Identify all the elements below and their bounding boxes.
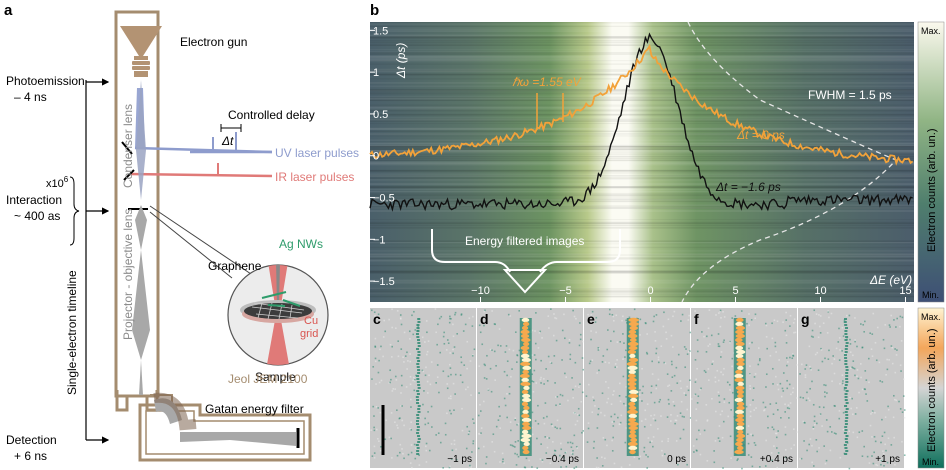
- mirror-ir: [123, 169, 135, 181]
- colorbar2-max: Max.: [921, 312, 941, 322]
- fwhm-label: FWHM = 1.5 ps: [808, 88, 892, 102]
- interaction-label: Interaction: [6, 193, 62, 207]
- panel-letter-b: b: [370, 2, 379, 19]
- ir-beam: [129, 163, 273, 178]
- grid-label: grid: [300, 328, 318, 340]
- image-panel-d: d −0.4 ps: [477, 308, 585, 470]
- y-tick-label: −0.5: [373, 193, 395, 205]
- x-tick-label: −10: [471, 285, 490, 297]
- x-tick-label: 0: [647, 285, 653, 297]
- image-letter-e: e: [587, 311, 595, 327]
- microscope-label: Jeol JEM 2100: [228, 372, 308, 386]
- ag-nws-label: Ag NWs: [279, 237, 323, 251]
- image-letter-d: d: [480, 311, 489, 327]
- colorbar-min: Min.: [922, 290, 939, 300]
- image-letter-c: c: [373, 311, 381, 327]
- image-panel-g: g +1 ps: [798, 308, 906, 470]
- repetitions-label: x106: [46, 175, 69, 190]
- projector-lens-label: Projector - objective lens: [121, 209, 135, 340]
- electron-gun-icon: [120, 26, 162, 77]
- photoemission-label: Photoemission: [6, 74, 85, 88]
- image-panel-f: f +0.4 ps: [691, 308, 799, 470]
- energy-filtered-label: Energy filtered images: [465, 234, 584, 248]
- delta-t-label: Δt: [221, 134, 234, 148]
- detection-label: Detection: [6, 433, 57, 447]
- spectrogram-background: [370, 22, 914, 302]
- y-tick-label: 0.5: [373, 109, 388, 121]
- colorbar2-title: Electron counts (arb. un.): [926, 328, 938, 452]
- y-tick-label: 1: [373, 67, 379, 79]
- photon-energy-label: ℏω =1.55 eV: [512, 75, 582, 89]
- cu-label: Cu: [304, 315, 318, 327]
- image-panel-c: c −1 ps: [370, 308, 476, 470]
- electron-gun-label: Electron gun: [180, 35, 247, 49]
- timeline: [69, 78, 110, 444]
- x-axis-label: ΔE (eV): [869, 273, 912, 287]
- dt0-label: Δt = 0 ps: [736, 128, 785, 142]
- detection-time: + 6 ns: [14, 449, 47, 463]
- electron-beam: [132, 80, 150, 395]
- energy-filter-label: Gatan energy filter: [205, 402, 304, 416]
- spectrogram-texture: [370, 22, 914, 298]
- colorbar-images: [917, 307, 945, 469]
- colorbar-title: Electron counts (arb. un.): [926, 128, 938, 252]
- y-tick-label: 1.5: [373, 25, 388, 37]
- controlled-delay-marker: [220, 124, 242, 132]
- energy-filter-icon: [153, 392, 300, 448]
- sample-inset: [149, 205, 329, 366]
- image-time-label-d: −0.4 ps: [546, 454, 579, 465]
- image-panel-e: e 0 ps: [584, 308, 692, 469]
- y-tick-label: 0: [373, 151, 379, 163]
- x-tick-label: 5: [732, 285, 738, 297]
- mirror-uv: [121, 141, 133, 155]
- curve-dt-0: [369, 43, 914, 166]
- x-tick-label: −5: [559, 285, 572, 297]
- image-time-label-f: +0.4 ps: [760, 454, 793, 465]
- curve-dt-minus-1-6: [369, 32, 913, 212]
- image-time-label-g: +1 ps: [875, 454, 900, 465]
- condenser-lens-label: Condenser lens: [121, 104, 135, 188]
- image-time-label-c: −1 ps: [447, 454, 472, 465]
- uv-pulses-label: UV laser pulses: [275, 146, 359, 160]
- panel-b: b 1.5 1 0.5 0 −0.5 −1 −1.5 −10 −5 0 5 10 15 Δt (ps)…: [369, 2, 945, 303]
- image-letter-f: f: [694, 311, 699, 327]
- y-axis: 1.5 1 0.5 0 −0.5 −1 −1.5: [370, 25, 395, 288]
- panel-a: a: [4, 2, 359, 463]
- controlled-delay-label: Controlled delay: [228, 108, 315, 122]
- timeline-label: Single-electron timeline: [65, 270, 79, 395]
- photoemission-time: – 4 ns: [14, 90, 47, 104]
- y-tick-label: −1.5: [373, 276, 395, 288]
- microscope-column: [114, 10, 312, 462]
- graphene-label: Graphene: [208, 259, 262, 273]
- y-tick-label: −1: [373, 234, 386, 246]
- sample-label: Sample: [255, 370, 296, 384]
- ir-pulses-label: IR laser pulses: [275, 170, 354, 184]
- x-tick-label: 10: [814, 285, 826, 297]
- colorbar2-min: Min.: [922, 457, 939, 467]
- interaction-time: ~ 400 as: [14, 209, 60, 223]
- x-axis: −10 −5 0 5 10 15: [471, 285, 912, 302]
- y-axis-label: Δt (ps): [394, 43, 408, 79]
- energy-filter-arrow: [431, 229, 621, 294]
- filtered-images: c −1 ps d −0.4 ps e 0 ps f +0.4 ps g +1 ps Max. M…: [370, 307, 945, 470]
- colorbar-max: Max.: [921, 26, 941, 36]
- x-tick-label: 15: [899, 285, 911, 297]
- dtm-label: Δt = −1.6 ps: [715, 180, 781, 194]
- panel-letter-a: a: [4, 2, 13, 19]
- colorbar-spectrogram: [917, 21, 945, 303]
- image-time-label-e: 0 ps: [667, 454, 686, 465]
- image-letter-g: g: [801, 311, 810, 327]
